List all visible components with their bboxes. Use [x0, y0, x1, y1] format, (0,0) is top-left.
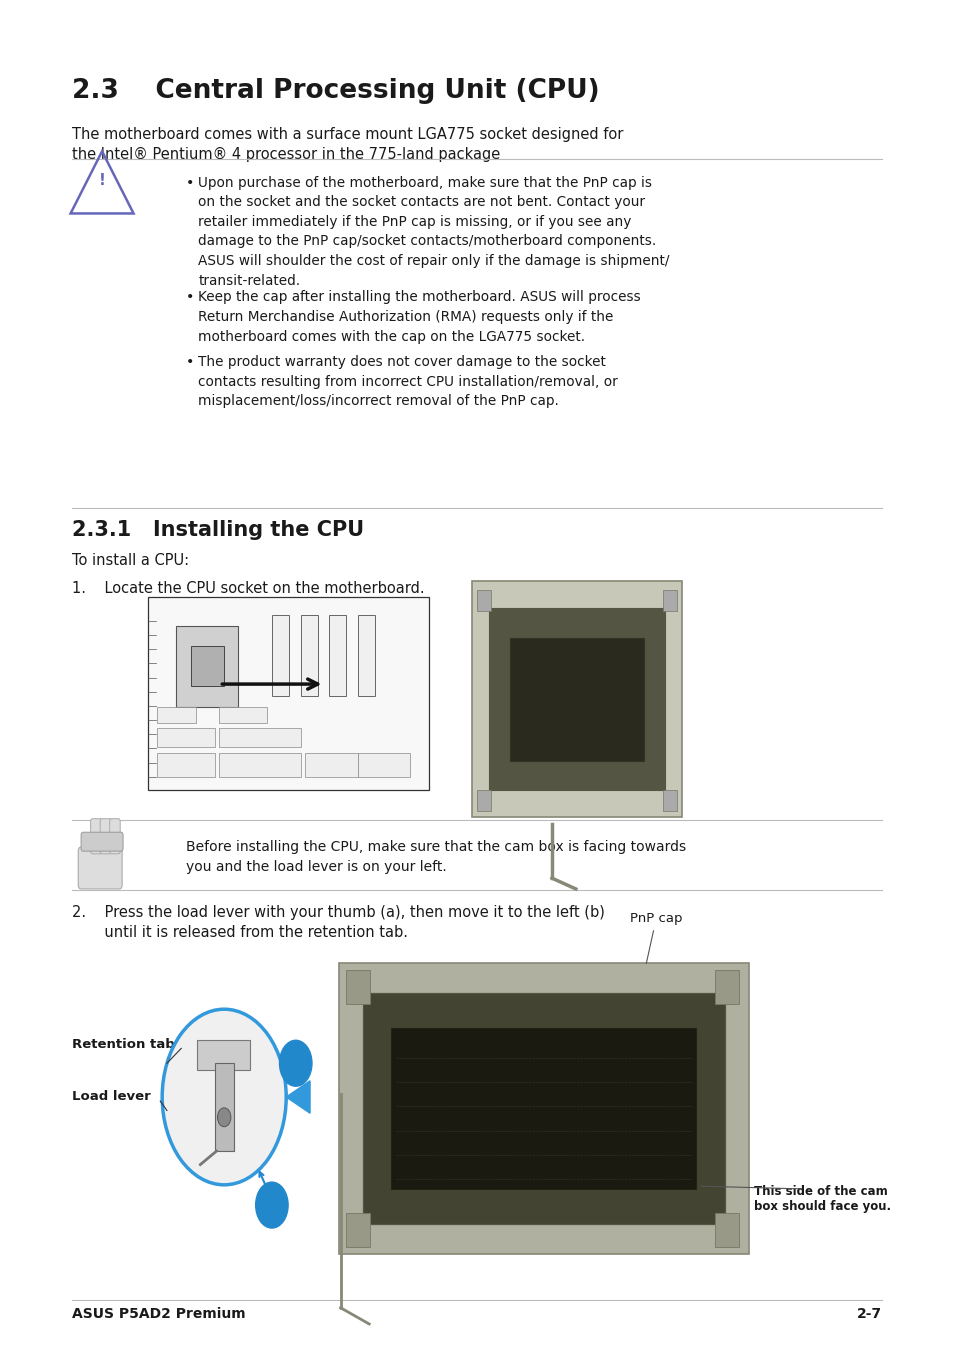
Circle shape: [255, 1182, 288, 1228]
Text: This side of the cam
box should face you.: This side of the cam box should face you…: [753, 1185, 890, 1213]
FancyBboxPatch shape: [715, 970, 739, 1004]
Text: contacts resulting from incorrect CPU installation/removal, or: contacts resulting from incorrect CPU in…: [198, 374, 618, 389]
FancyBboxPatch shape: [329, 615, 346, 696]
FancyBboxPatch shape: [300, 615, 317, 696]
Text: Before installing the CPU, make sure that the cam box is facing towards: Before installing the CPU, make sure tha…: [186, 840, 685, 854]
FancyBboxPatch shape: [662, 790, 677, 811]
Text: To install a CPU:: To install a CPU:: [71, 553, 189, 567]
FancyBboxPatch shape: [476, 790, 491, 811]
Text: PnP cap: PnP cap: [629, 912, 681, 925]
Text: Upon purchase of the motherboard, make sure that the PnP cap is: Upon purchase of the motherboard, make s…: [198, 176, 652, 189]
FancyBboxPatch shape: [148, 597, 429, 790]
Text: •: •: [186, 290, 194, 304]
Text: misplacement/loss/incorrect removal of the PnP cap.: misplacement/loss/incorrect removal of t…: [198, 394, 558, 408]
Text: ASUS will shoulder the cost of repair only if the damage is shipment/: ASUS will shoulder the cost of repair on…: [198, 254, 669, 267]
FancyBboxPatch shape: [91, 819, 102, 854]
FancyBboxPatch shape: [362, 993, 724, 1224]
Text: Keep the cap after installing the motherboard. ASUS will process: Keep the cap after installing the mother…: [198, 290, 640, 304]
FancyBboxPatch shape: [472, 581, 681, 817]
FancyBboxPatch shape: [338, 963, 748, 1254]
Circle shape: [279, 1040, 312, 1086]
Text: until it is released from the retention tab.: until it is released from the retention …: [71, 924, 407, 940]
Text: The product warranty does not cover damage to the socket: The product warranty does not cover dama…: [198, 355, 606, 369]
FancyArrowPatch shape: [222, 680, 317, 689]
FancyBboxPatch shape: [272, 615, 289, 696]
FancyArrowPatch shape: [259, 1171, 266, 1186]
FancyBboxPatch shape: [219, 707, 267, 723]
FancyBboxPatch shape: [357, 615, 375, 696]
Text: transit-related.: transit-related.: [198, 274, 300, 288]
FancyBboxPatch shape: [715, 1213, 739, 1247]
Text: Return Merchandise Authorization (RMA) requests only if the: Return Merchandise Authorization (RMA) r…: [198, 311, 613, 324]
FancyBboxPatch shape: [391, 1028, 696, 1189]
FancyBboxPatch shape: [219, 753, 300, 777]
Text: Load lever: Load lever: [71, 1090, 151, 1104]
Text: 2.3    Central Processing Unit (CPU): 2.3 Central Processing Unit (CPU): [71, 78, 598, 104]
Polygon shape: [286, 1081, 310, 1113]
Text: on the socket and the socket contacts are not bent. Contact your: on the socket and the socket contacts ar…: [198, 195, 645, 209]
Text: the Intel® Pentium® 4 processor in the 775-land package: the Intel® Pentium® 4 processor in the 7…: [71, 147, 499, 162]
FancyBboxPatch shape: [157, 728, 214, 747]
FancyBboxPatch shape: [346, 970, 370, 1004]
Text: The motherboard comes with a surface mount LGA775 socket designed for: The motherboard comes with a surface mou…: [71, 127, 622, 142]
FancyBboxPatch shape: [157, 707, 195, 723]
Text: damage to the PnP cap/socket contacts/motherboard components.: damage to the PnP cap/socket contacts/mo…: [198, 235, 656, 249]
Circle shape: [217, 1108, 231, 1127]
Text: !: !: [98, 173, 106, 188]
FancyBboxPatch shape: [346, 1213, 370, 1247]
FancyBboxPatch shape: [191, 646, 224, 686]
Text: 1.    Locate the CPU socket on the motherboard.: 1. Locate the CPU socket on the motherbo…: [71, 581, 424, 596]
Text: •: •: [186, 176, 194, 189]
FancyBboxPatch shape: [197, 1040, 250, 1070]
FancyBboxPatch shape: [219, 728, 300, 747]
Text: Retention tab: Retention tab: [71, 1038, 174, 1051]
Text: retailer immediately if the PnP cap is missing, or if you see any: retailer immediately if the PnP cap is m…: [198, 215, 631, 228]
FancyBboxPatch shape: [357, 753, 410, 777]
FancyBboxPatch shape: [100, 819, 112, 854]
FancyBboxPatch shape: [305, 753, 357, 777]
Text: motherboard comes with the cap on the LGA775 socket.: motherboard comes with the cap on the LG…: [198, 330, 585, 343]
Text: 2.3.1   Installing the CPU: 2.3.1 Installing the CPU: [71, 520, 363, 540]
FancyBboxPatch shape: [81, 832, 123, 851]
FancyBboxPatch shape: [510, 638, 643, 761]
FancyBboxPatch shape: [662, 590, 677, 611]
FancyBboxPatch shape: [214, 1063, 233, 1151]
Text: 2-7: 2-7: [857, 1308, 882, 1321]
Circle shape: [162, 1009, 286, 1185]
Text: you and the load lever is on your left.: you and the load lever is on your left.: [186, 861, 446, 874]
FancyBboxPatch shape: [157, 753, 214, 777]
FancyBboxPatch shape: [176, 626, 238, 707]
FancyBboxPatch shape: [110, 819, 120, 854]
Text: ASUS P5AD2 Premium: ASUS P5AD2 Premium: [71, 1308, 245, 1321]
FancyBboxPatch shape: [78, 847, 122, 889]
Text: 2.    Press the load lever with your thumb (a), then move it to the left (b): 2. Press the load lever with your thumb …: [71, 905, 604, 920]
FancyBboxPatch shape: [489, 608, 664, 790]
Text: •: •: [186, 355, 194, 369]
FancyBboxPatch shape: [476, 590, 491, 611]
